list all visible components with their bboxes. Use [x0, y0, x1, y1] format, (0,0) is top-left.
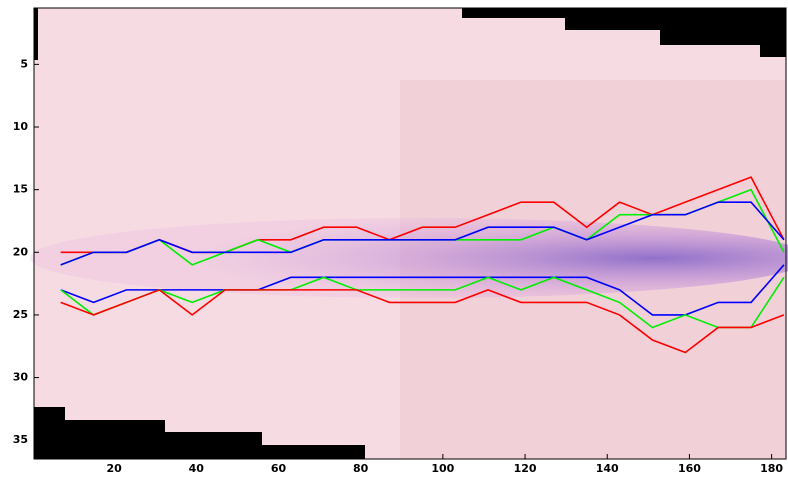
- x-tick-label: 100: [431, 462, 454, 475]
- y-tick-label: 30: [13, 371, 29, 384]
- x-tick-label: 20: [106, 462, 122, 475]
- y-tick-label: 5: [20, 57, 28, 70]
- series-line: [60, 288, 785, 354]
- series-line: [60, 201, 785, 266]
- x-tick-label: 160: [678, 462, 701, 475]
- series-line: [60, 276, 785, 329]
- y-tick-label: 20: [13, 245, 29, 258]
- x-tick-label: 80: [353, 462, 369, 475]
- x-tick-label: 120: [514, 462, 537, 475]
- y-tick-label: 15: [13, 183, 28, 196]
- y-tick-label: 25: [13, 308, 28, 321]
- x-tick-label: 40: [189, 462, 205, 475]
- image-background: [30, 7, 788, 460]
- x-tick-label: 60: [271, 462, 287, 475]
- y-tick-label: 10: [13, 120, 29, 133]
- series-line: [60, 264, 785, 316]
- x-tick-label: 180: [760, 462, 783, 475]
- y-tick-label: 35: [13, 433, 28, 446]
- x-tick-label: 140: [596, 462, 619, 475]
